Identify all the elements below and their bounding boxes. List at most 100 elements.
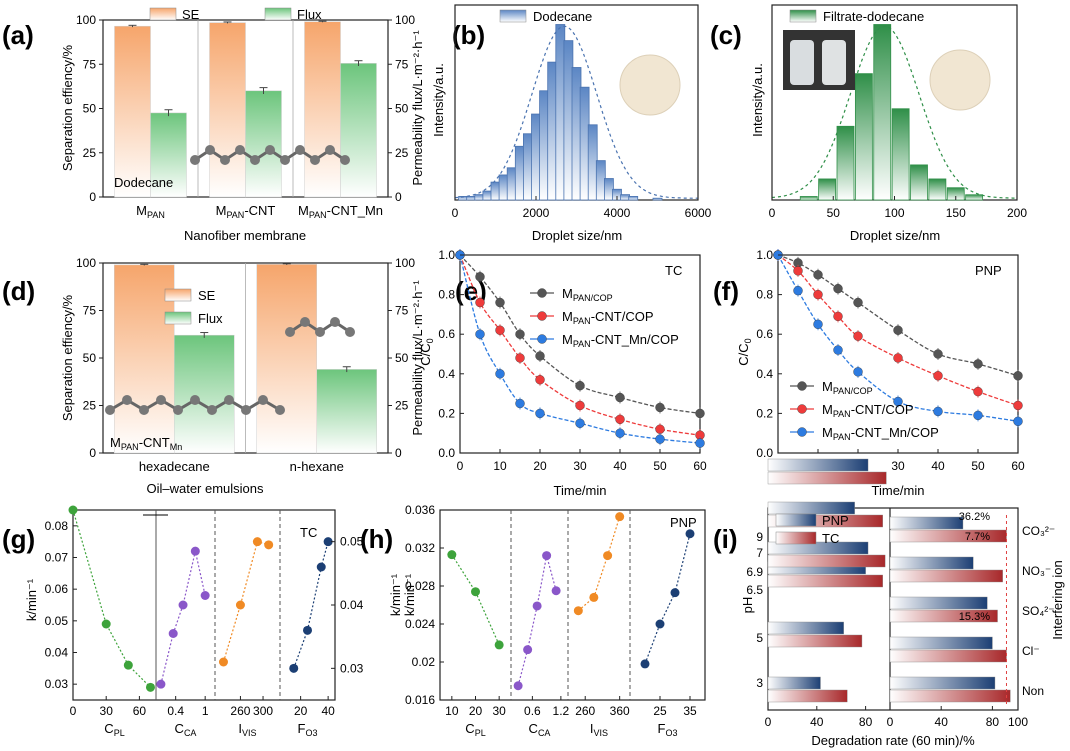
histogram-bar	[482, 190, 493, 201]
data-point	[589, 592, 599, 602]
annotation: 7.7%	[965, 531, 990, 543]
y-tick-label: 0.02	[412, 655, 436, 669]
data-point	[156, 679, 166, 689]
data-point	[603, 551, 613, 561]
y2-tick-label: 50	[395, 102, 409, 116]
legend-marker	[797, 381, 807, 391]
y-tick-label: 0.05	[45, 614, 69, 628]
panel-d-xlabel: Oil–water emulsions	[146, 481, 264, 496]
legend-se-swatch	[149, 7, 177, 21]
legend-se-swatch	[164, 288, 192, 302]
bar-se	[256, 264, 317, 454]
gaussian-fit-line	[454, 25, 698, 199]
filtrate-photo	[929, 49, 991, 111]
bar-pnp	[889, 636, 993, 650]
y-tick-label: 0.6	[438, 327, 455, 341]
data-point	[535, 375, 545, 385]
data-point	[168, 629, 178, 638]
y-tick-label: 0.0	[438, 446, 455, 460]
data-point	[893, 396, 903, 407]
histogram-bar	[474, 194, 485, 201]
histogram-bar	[652, 197, 663, 201]
panel-i-ylabel-right: Interfering ion	[1050, 560, 1065, 640]
x-tick-label: 0	[457, 459, 464, 473]
bar-se	[114, 264, 175, 454]
x-tick-label: 40	[321, 704, 335, 718]
histogram-bar	[628, 196, 639, 201]
x-tick-label: 30	[100, 704, 114, 718]
x-tick-label: 200	[1007, 206, 1027, 220]
panel-i-ylabel-left: pH	[740, 597, 755, 614]
data-point	[475, 329, 485, 339]
panel-a-label: (a)	[2, 20, 34, 50]
y-tick-label: 0.028	[405, 579, 435, 593]
y-tick-label: 0.04	[45, 646, 69, 660]
segment-line	[517, 555, 557, 686]
data-point	[303, 625, 312, 635]
annotation: 36.2%	[959, 511, 990, 523]
data-point	[535, 408, 545, 419]
x-tick-label: 20	[469, 704, 483, 718]
y-tick-label: 1.0	[756, 248, 773, 262]
data-point	[655, 434, 665, 444]
series-line	[459, 254, 701, 444]
data-point	[495, 297, 505, 308]
x-tick-label: 20	[294, 704, 308, 718]
series-line	[459, 254, 701, 436]
y-tick-label: 0.8	[438, 288, 455, 302]
y-tick-label: 0.06	[45, 582, 69, 596]
histogram-bar	[490, 181, 501, 201]
x-tick-label: 0	[70, 704, 77, 718]
y2-tick-label: 100	[395, 256, 415, 270]
data-point	[495, 369, 505, 379]
histogram-bar	[531, 113, 541, 201]
panel-h-ylabel-2: k/min⁻¹	[402, 573, 417, 616]
y2-tick-label: 75	[395, 304, 409, 318]
data-point	[264, 540, 274, 550]
legend-filtrate-label: Filtrate-dodecane	[823, 9, 924, 24]
data-point	[973, 359, 983, 369]
panel-e-title: TC	[665, 263, 682, 278]
y-tick-label: 75	[83, 304, 97, 318]
bar-flux	[174, 334, 235, 454]
x-tick-label: 1	[202, 704, 209, 718]
data-point	[833, 283, 843, 294]
data-point	[933, 349, 943, 359]
x-tick-label: n-hexane	[290, 459, 344, 474]
x-tick-label: 30	[573, 459, 587, 473]
panel-a-y2label: Permeability flux/L·m⁻²·h⁻¹	[410, 30, 425, 186]
panel-g-title: TC	[300, 525, 317, 540]
segment-line	[293, 541, 329, 669]
legend-marker	[537, 311, 547, 321]
data-point	[573, 606, 583, 616]
data-point	[813, 270, 823, 280]
data-point	[655, 402, 665, 413]
panel-b-ylabel: Intensity/a.u.	[431, 63, 446, 137]
data-point	[615, 392, 625, 403]
x-tick-label: 300	[253, 704, 273, 718]
bar-tc	[767, 689, 848, 703]
x-tick-label: 6000	[685, 206, 712, 220]
histogram-bar	[910, 164, 928, 201]
data-point	[655, 424, 665, 434]
y-tick-label: 50	[83, 102, 97, 116]
y-tick-label: 9	[756, 530, 763, 544]
data-point	[685, 529, 695, 539]
x-tick-label: 80	[859, 715, 873, 729]
bar-flux	[150, 112, 187, 198]
data-point	[640, 659, 650, 669]
data-point	[190, 546, 200, 556]
x-tick-label: 30	[492, 704, 506, 718]
legend-marker	[537, 288, 547, 298]
histogram-bar	[928, 178, 947, 201]
legend-label: MPAN-CNT/COP	[562, 309, 654, 326]
data-point	[475, 272, 485, 282]
segment-line	[222, 540, 269, 663]
gaussian-fit-line	[771, 25, 1017, 199]
data-point	[655, 619, 665, 629]
legend-label: MPAN-CNT/COP	[822, 402, 914, 419]
y-tick-label: 75	[83, 57, 97, 71]
data-point	[494, 640, 504, 650]
segment-label: FO3	[298, 721, 318, 738]
